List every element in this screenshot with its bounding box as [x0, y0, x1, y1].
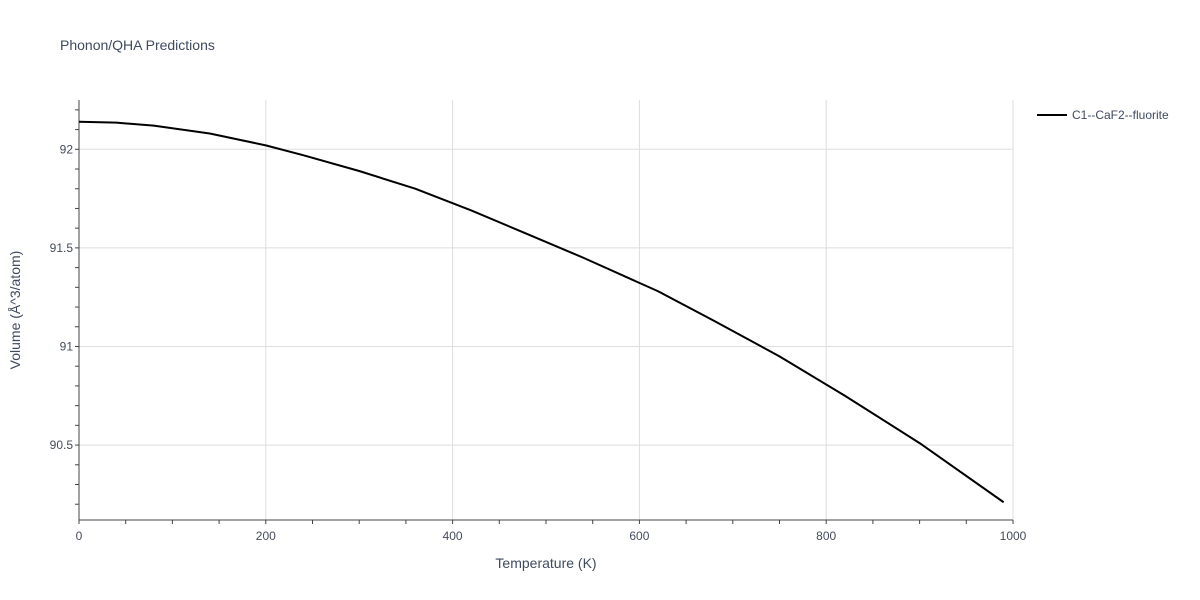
chart-title: Phonon/QHA Predictions — [60, 37, 215, 53]
y-tick-label: 91.5 — [50, 241, 74, 255]
legend[interactable]: C1--CaF2--fluorite — [1037, 108, 1169, 122]
grid-y — [79, 148, 1013, 446]
y-axis-title: Volume (Å^3/atom) — [7, 251, 23, 370]
series-layer — [78, 120, 1005, 504]
x-tick-label: 0 — [76, 529, 83, 543]
series-line — [78, 120, 1005, 504]
x-tick-labels: 0 200 400 600 800 1000 — [76, 529, 1027, 543]
legend-label: C1--CaF2--fluorite — [1072, 108, 1169, 122]
y-tick-label: 90.5 — [50, 438, 74, 452]
x-tick-label: 200 — [256, 529, 276, 543]
x-tick-label: 800 — [816, 529, 836, 543]
y-minor-ticks — [75, 109, 79, 505]
grid-x — [265, 100, 1014, 520]
x-minor-ticks — [78, 520, 1014, 524]
y-tick-labels: 90.5 91 91.5 92 — [50, 142, 74, 452]
x-tick-label: 1000 — [1000, 529, 1027, 543]
y-tick-label: 92 — [60, 142, 74, 156]
x-tick-label: 600 — [629, 529, 649, 543]
x-axis-title: Temperature (K) — [495, 555, 596, 571]
y-tick-label: 91 — [60, 339, 74, 353]
x-tick-label: 400 — [443, 529, 463, 543]
